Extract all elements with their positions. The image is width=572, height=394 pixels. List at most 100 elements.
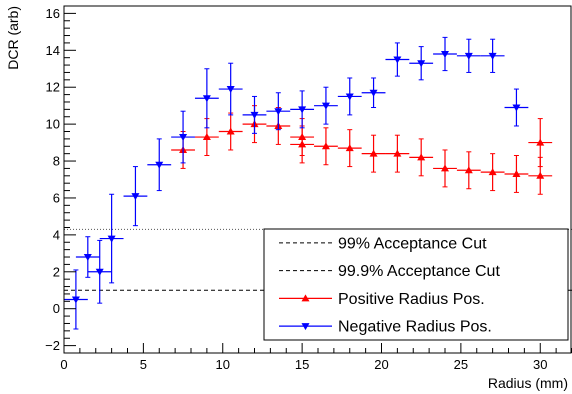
marker xyxy=(393,149,402,157)
marker xyxy=(345,93,354,101)
data-point xyxy=(147,138,172,192)
x-tick-label: 5 xyxy=(140,357,147,372)
data-point xyxy=(64,269,88,330)
y-tick-label: 4 xyxy=(53,227,60,242)
legend-marker xyxy=(301,294,310,302)
data-point xyxy=(456,151,481,190)
data-point xyxy=(433,36,457,72)
marker xyxy=(321,142,330,150)
marker xyxy=(131,193,140,201)
data-point xyxy=(433,149,457,188)
data-point xyxy=(456,38,481,73)
y-tick-label: 16 xyxy=(46,6,60,21)
marker xyxy=(441,164,449,172)
data-point xyxy=(123,166,148,227)
series-2 xyxy=(64,36,529,330)
data-point xyxy=(266,92,291,131)
marker xyxy=(512,104,521,112)
data-point xyxy=(409,138,434,177)
data-point xyxy=(385,42,410,77)
legend-label: 99% Acceptance Cut xyxy=(338,235,487,252)
marker xyxy=(345,144,354,152)
marker xyxy=(488,52,497,60)
data-point xyxy=(409,46,434,81)
marker xyxy=(298,140,307,148)
marker xyxy=(202,133,211,141)
marker xyxy=(464,166,473,174)
y-tick-label: −2 xyxy=(45,338,60,353)
marker xyxy=(250,111,259,119)
data-point xyxy=(194,68,219,129)
data-point xyxy=(290,90,315,129)
data-point xyxy=(218,62,243,116)
marker xyxy=(95,268,104,276)
legend-entry-2: 99.9% Acceptance Cut xyxy=(279,263,500,280)
marker xyxy=(202,95,211,103)
legend-entry-4: Negative Radius Pos. xyxy=(279,319,492,336)
data-series xyxy=(64,36,553,330)
marker xyxy=(321,102,330,110)
marker xyxy=(155,161,164,169)
marker xyxy=(226,127,235,135)
y-tick-label: 0 xyxy=(53,301,60,316)
y-tick-label: 6 xyxy=(53,190,60,205)
data-point xyxy=(504,155,529,193)
legend-entry-3: Positive Radius Pos. xyxy=(279,291,485,308)
x-tick-label: 10 xyxy=(216,357,230,372)
marker xyxy=(512,169,521,177)
y-tick-label: 10 xyxy=(46,117,60,132)
marker xyxy=(417,153,426,161)
y-tick-label: 14 xyxy=(46,43,60,58)
data-point xyxy=(361,134,386,173)
x-tick-label: 0 xyxy=(60,357,67,372)
data-point xyxy=(361,77,386,109)
data-point xyxy=(480,153,505,192)
marker xyxy=(441,50,449,58)
x-axis-title: Radius (mm) xyxy=(488,375,568,391)
data-point xyxy=(242,95,267,134)
data-point xyxy=(171,110,195,164)
legend-label: 99.9% Acceptance Cut xyxy=(338,263,500,280)
marker xyxy=(536,171,545,179)
legend-entry-1: 99% Acceptance Cut xyxy=(279,235,487,252)
marker xyxy=(488,168,497,176)
marker xyxy=(536,138,545,146)
marker xyxy=(417,60,426,68)
y-tick-label: 8 xyxy=(53,154,60,169)
marker xyxy=(393,56,402,64)
marker xyxy=(71,296,80,304)
legend-label: Positive Radius Pos. xyxy=(338,291,485,308)
marker xyxy=(298,106,307,114)
legend: 99% Acceptance Cut 99.9% Acceptance Cut Po… xyxy=(263,228,569,341)
data-point xyxy=(87,239,112,304)
data-point xyxy=(99,193,124,284)
marker xyxy=(464,52,473,60)
legend-label: Negative Radius Pos. xyxy=(338,319,492,336)
y-axis-title: DCR (arb) xyxy=(5,6,21,70)
data-point xyxy=(337,77,362,116)
legend-marker xyxy=(301,323,310,331)
marker xyxy=(107,235,116,243)
x-tick-label: 15 xyxy=(295,357,309,372)
marker xyxy=(369,149,378,157)
x-tick-label: 25 xyxy=(454,357,468,372)
marker xyxy=(179,134,188,142)
data-point xyxy=(337,129,362,168)
data-point xyxy=(314,86,338,125)
marker xyxy=(274,108,283,116)
y-tick-label: 12 xyxy=(46,80,60,95)
marker xyxy=(226,86,235,94)
data-point xyxy=(290,125,315,164)
data-point xyxy=(385,134,410,173)
data-point xyxy=(504,88,529,127)
legend-box xyxy=(263,228,569,341)
data-point xyxy=(314,127,338,166)
y-tick-label: 2 xyxy=(53,264,60,279)
data-point xyxy=(528,118,553,168)
x-tick-label: 30 xyxy=(533,357,547,372)
data-point xyxy=(480,38,505,73)
marker xyxy=(83,254,92,262)
marker xyxy=(369,89,378,97)
